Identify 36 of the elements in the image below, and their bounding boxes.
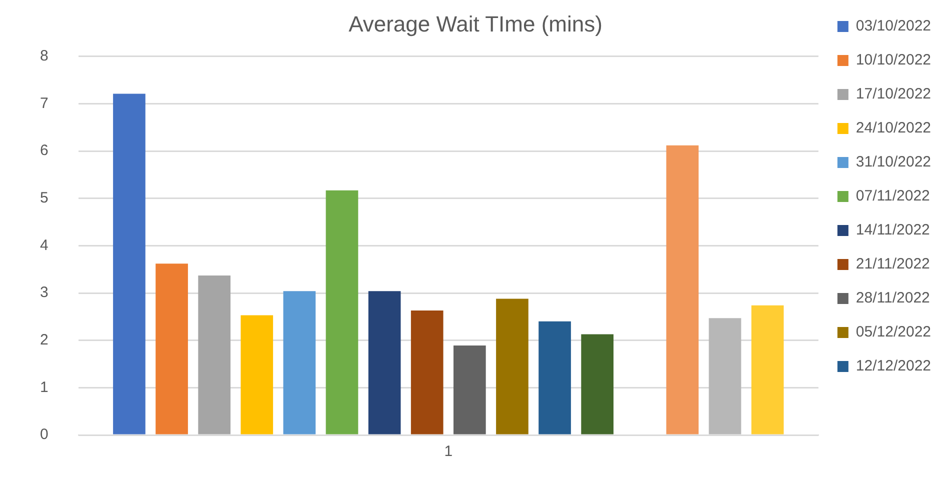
legend-label: 03/10/2022: [856, 18, 932, 35]
y-tick-label: 4: [40, 236, 48, 254]
legend-label: 28/11/2022: [856, 290, 930, 307]
bar: [283, 291, 316, 434]
y-tick-label: 6: [40, 142, 48, 160]
bar: [368, 291, 401, 434]
bar: [708, 318, 742, 434]
bar: [113, 94, 146, 434]
bar: [156, 264, 188, 434]
legend-label: 24/10/2022: [856, 120, 932, 137]
y-tick-label: 5: [40, 190, 48, 207]
legend-label: 05/12/2022: [856, 324, 932, 341]
bar: [538, 321, 571, 434]
y-tick-label: 3: [40, 284, 48, 302]
bar: [198, 276, 231, 434]
bar: [326, 190, 358, 434]
bar: [751, 305, 784, 434]
chart-title: Average Wait TIme (mins): [348, 11, 602, 36]
legend-label: 17/10/2022: [856, 86, 932, 103]
y-tick-label: 0: [40, 426, 48, 444]
legend-label: 31/10/2022: [856, 154, 932, 171]
y-tick-label: 7: [40, 94, 48, 112]
legend-label: 12/12/2022: [856, 358, 932, 375]
y-tick-label: 8: [40, 48, 48, 65]
y-tick-label: 2: [40, 331, 48, 348]
legend-label: 10/10/2022: [856, 52, 932, 69]
bar: [666, 145, 699, 434]
bar: [496, 298, 528, 434]
bar: [410, 310, 444, 434]
legend-label: 07/11/2022: [856, 188, 930, 205]
legend-label: 14/11/2022: [856, 222, 930, 239]
y-tick-label: 1: [40, 378, 48, 396]
bar: [581, 334, 614, 434]
bar: [240, 315, 274, 434]
bar: [453, 346, 486, 434]
legend-label: 21/11/2022: [856, 256, 930, 273]
